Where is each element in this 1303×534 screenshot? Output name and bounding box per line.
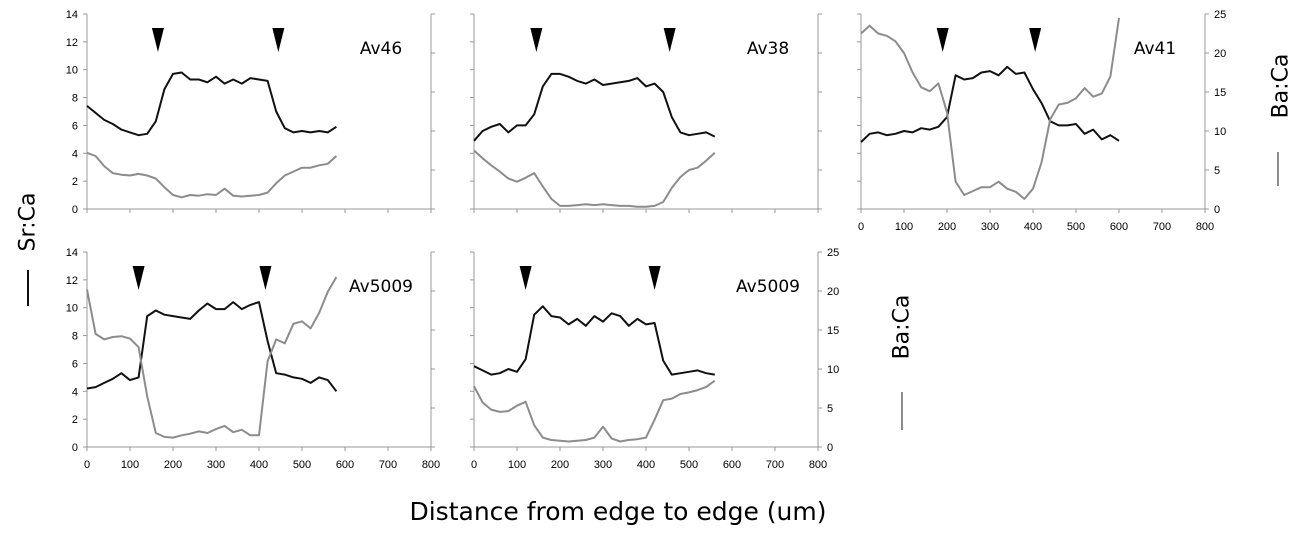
left-tick-label: 8 <box>72 93 78 105</box>
left-tick-label: 4 <box>72 386 78 398</box>
x-tick-label: 100 <box>121 459 139 471</box>
left-tick-label: 8 <box>72 331 78 343</box>
ba-ca-axis-title-top: Ba:Ca <box>1269 54 1294 119</box>
right-tick-label: 20 <box>1214 48 1226 60</box>
x-tick-label: 300 <box>594 459 612 471</box>
panel-av38: Av38 <box>470 13 822 213</box>
right-tick-label: 20 <box>827 286 839 298</box>
x-tick-label: 100 <box>508 459 526 471</box>
x-tick-label: 300 <box>981 221 999 233</box>
right-tick-label: 25 <box>1214 9 1226 21</box>
x-tick-label: 700 <box>766 459 784 471</box>
x-tick-label: 500 <box>293 459 311 471</box>
x-tick-label: 800 <box>422 459 440 471</box>
sr-ca-axis-title: Sr:Ca <box>16 193 41 252</box>
panel-title: Av41 <box>1134 39 1176 59</box>
right-tick-label: 0 <box>1214 204 1220 216</box>
left-tick-label: 14 <box>66 9 78 21</box>
x-tick-label: 800 <box>809 459 827 471</box>
transition-marker <box>936 28 949 52</box>
ba-ca-line <box>473 149 716 208</box>
x-tick-label: 0 <box>84 459 90 471</box>
x-tick-label: 700 <box>1153 221 1171 233</box>
left-tick-label: 0 <box>72 204 78 216</box>
left-tick-label: 6 <box>72 358 78 370</box>
ba-ca-line <box>86 276 338 439</box>
ba-ca-line <box>86 151 338 199</box>
right-tick-label: 15 <box>1214 87 1226 99</box>
left-tick-label: 0 <box>72 442 78 454</box>
left-tick-label: 10 <box>66 65 78 77</box>
transition-marker <box>519 266 532 290</box>
x-tick-label: 200 <box>938 221 956 233</box>
sr-ca-line <box>860 65 1120 143</box>
x-tick-label: 400 <box>250 459 268 471</box>
x-tick-label: 400 <box>637 459 655 471</box>
right-tick-label: 5 <box>827 403 833 415</box>
transition-marker <box>132 266 145 290</box>
left-tick-label: 2 <box>72 414 78 426</box>
x-tick-label: 300 <box>207 459 225 471</box>
panel-title: Av5009 <box>736 277 800 297</box>
left-tick-label: 4 <box>72 148 78 160</box>
transition-marker <box>259 266 272 290</box>
x-tick-label: 500 <box>1067 221 1085 233</box>
right-tick-label: 10 <box>1214 126 1226 138</box>
x-tick-label: 600 <box>1110 221 1128 233</box>
x-axis-title: Distance from edge to edge (um) <box>409 497 826 526</box>
right-tick-label: 0 <box>827 442 833 454</box>
left-tick-label: 12 <box>66 37 78 49</box>
x-tick-label: 700 <box>379 459 397 471</box>
sr-ca-line <box>86 71 337 137</box>
right-tick-label: 25 <box>827 247 839 259</box>
x-tick-label: 600 <box>723 459 741 471</box>
left-tick-label: 14 <box>66 247 78 259</box>
left-tick-label: 6 <box>72 120 78 132</box>
right-tick-label: 5 <box>1214 165 1220 177</box>
x-tick-label: 0 <box>471 459 477 471</box>
x-tick-label: 200 <box>551 459 569 471</box>
panel-title: Av38 <box>747 39 789 59</box>
x-tick-label: 200 <box>164 459 182 471</box>
x-tick-label: 0 <box>858 221 864 233</box>
transition-marker <box>663 28 676 52</box>
panel-av5009a: 0 2 4 6 8 10 12 14 0 100 200 300 400 500 600 700 800 Av50… <box>66 247 440 471</box>
right-tick-label: 10 <box>827 364 839 376</box>
left-tick-label: 10 <box>66 303 78 315</box>
panel-title: Av5009 <box>349 277 413 297</box>
panel-av46: 0 2 4 6 8 10 12 14 Av46 <box>66 9 435 216</box>
x-tick-label: 100 <box>895 221 913 233</box>
panel-av5009b: 0 5 10 15 20 25 0 100 200 300 400 500 600 700 800 Av500… <box>470 247 839 471</box>
sr-ca-line <box>86 301 338 392</box>
x-tick-label: 800 <box>1196 221 1214 233</box>
left-tick-label: 2 <box>72 176 78 188</box>
ba-ca-axis-title-bottom: Ba:Ca <box>890 295 915 360</box>
sr-ca-line <box>473 305 715 376</box>
ba-ca-line <box>473 379 716 443</box>
x-tick-label: 400 <box>1024 221 1042 233</box>
panel-av41: 0 5 10 15 20 25 0 100 200 300 400 500 600 700 800 Av41 <box>857 9 1226 233</box>
x-tick-label: 500 <box>680 459 698 471</box>
transition-marker <box>530 28 543 52</box>
sr-ca-line <box>473 72 716 142</box>
transition-marker <box>1029 28 1042 52</box>
transition-marker <box>272 28 285 52</box>
panel-title: Av46 <box>360 39 402 59</box>
right-tick-label: 15 <box>827 325 839 337</box>
left-tick-label: 12 <box>66 275 78 287</box>
x-tick-label: 600 <box>336 459 354 471</box>
transition-marker <box>648 266 661 290</box>
transition-marker <box>151 28 164 52</box>
ba-ca-line <box>860 17 1120 200</box>
